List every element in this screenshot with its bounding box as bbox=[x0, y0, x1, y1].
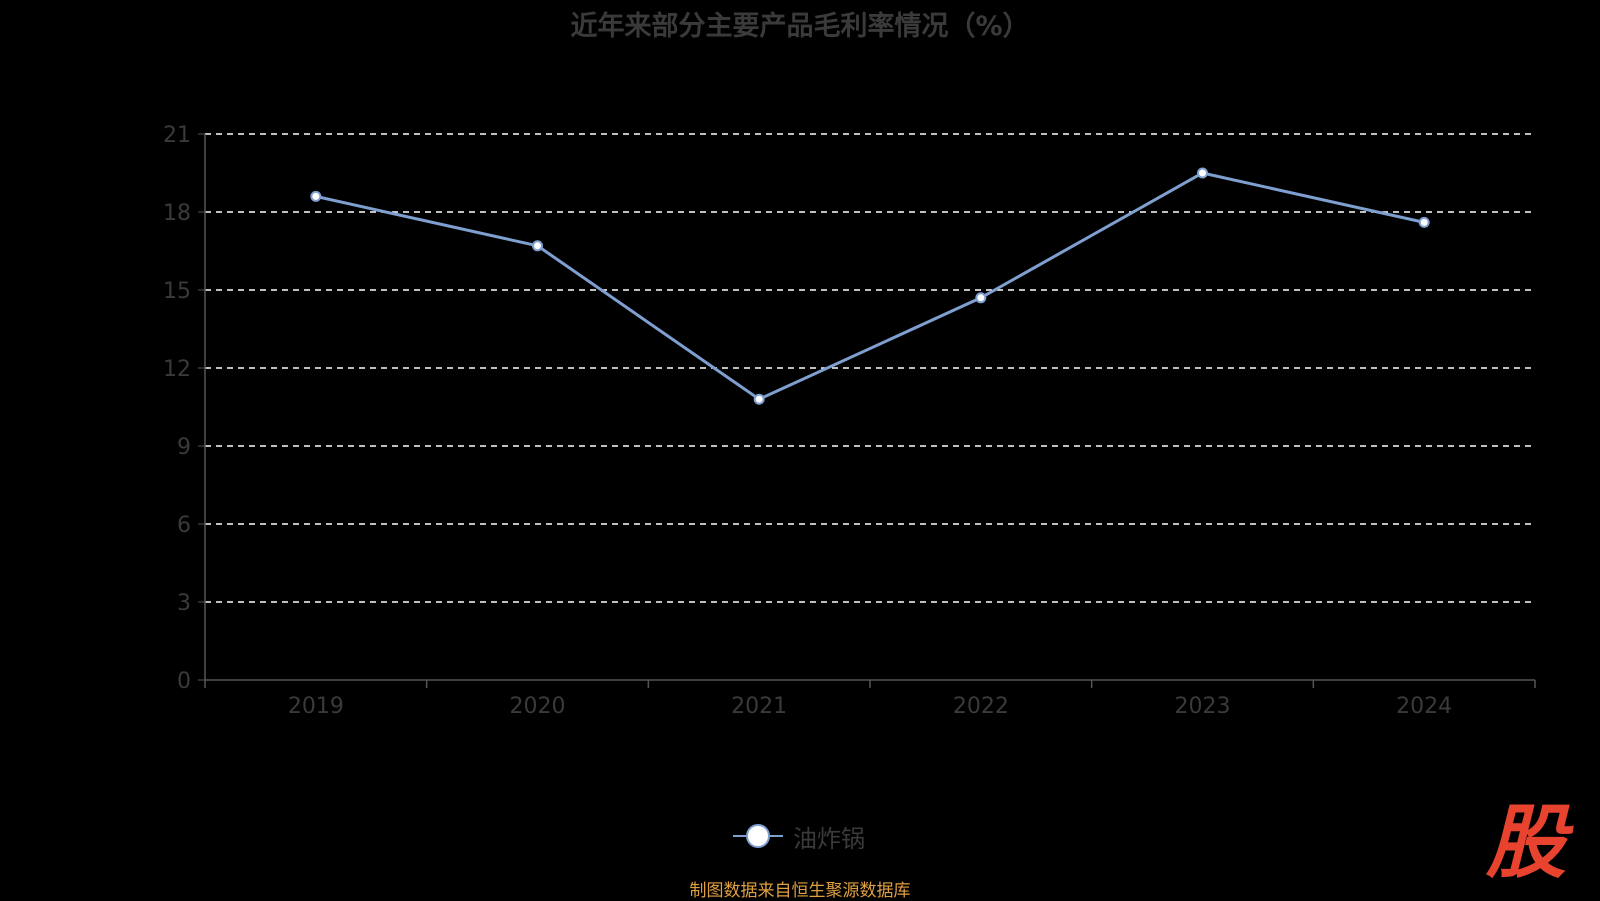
legend-marker-icon bbox=[733, 821, 783, 851]
x-tick-label: 2022 bbox=[953, 694, 1009, 719]
axes bbox=[198, 133, 1536, 688]
source-note: 制图数据来自恒生聚源数据库 bbox=[689, 881, 911, 901]
chart-title: 近年来部分主要产品毛利率情况（%） bbox=[570, 11, 1030, 42]
series-line bbox=[315, 171, 1425, 401]
x-tick-label: 2024 bbox=[1396, 694, 1452, 719]
data-point bbox=[975, 292, 987, 304]
x-tick-label: 2020 bbox=[510, 694, 566, 719]
x-tick-label: 2023 bbox=[1175, 694, 1231, 719]
data-point bbox=[753, 393, 765, 405]
y-tick-label: 12 bbox=[163, 357, 191, 382]
brand-logo: 股 bbox=[1486, 796, 1566, 889]
data-point bbox=[1197, 167, 1208, 179]
grid-lines bbox=[205, 133, 1535, 603]
tick-labels: 0 3 6 9 12 15 18 21 2019 2020 2021 2022 2023 2024 bbox=[163, 123, 1452, 719]
y-tick-label: 9 bbox=[177, 435, 191, 460]
y-tick-label: 18 bbox=[163, 201, 191, 226]
y-tick-label: 3 bbox=[177, 591, 191, 616]
legend-label: 油炸锅 bbox=[793, 824, 865, 853]
data-point bbox=[1418, 216, 1430, 228]
y-tick-label: 15 bbox=[163, 279, 191, 304]
y-tick-label: 21 bbox=[163, 123, 191, 148]
series-layer bbox=[310, 167, 1430, 405]
x-tick-label: 2019 bbox=[288, 694, 344, 719]
data-point bbox=[310, 190, 322, 202]
data-point bbox=[532, 240, 543, 252]
y-tick-label: 6 bbox=[177, 513, 191, 538]
legend[interactable]: 油炸锅 bbox=[733, 818, 865, 854]
x-tick-label: 2021 bbox=[731, 694, 787, 719]
y-tick-label: 0 bbox=[177, 669, 191, 694]
